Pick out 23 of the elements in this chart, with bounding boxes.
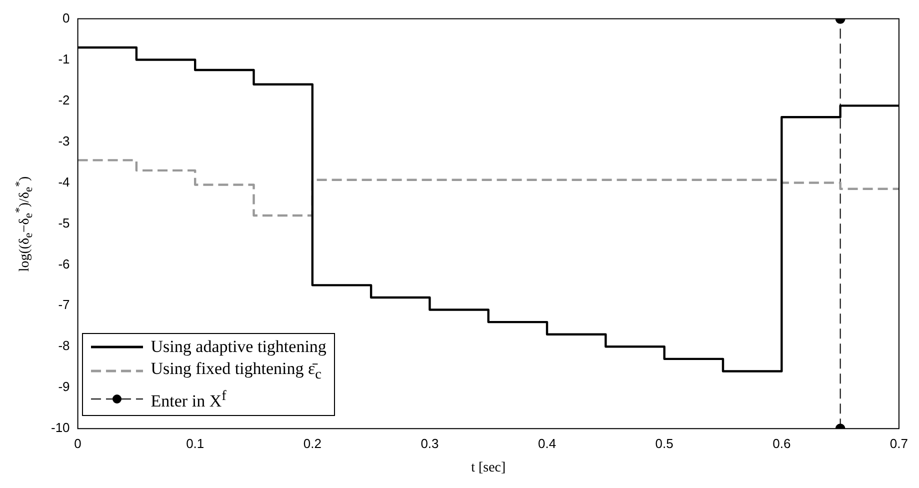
x-axis-title: t [sec]: [471, 460, 506, 476]
x-tick-label: 0.3: [420, 436, 439, 451]
x-tick-label: 0.2: [303, 436, 322, 451]
x-tick-label: 0.7: [890, 436, 908, 451]
x-tick-label: 0.4: [538, 436, 556, 451]
legend-label: Using adaptive tightening: [150, 336, 326, 358]
y-tick-label: -8: [58, 338, 70, 354]
y-tick-label: -5: [58, 215, 70, 230]
x-tick-label: 0.6: [772, 436, 791, 451]
y-tick-label: 0: [62, 10, 70, 26]
y-tick-label: -2: [58, 92, 70, 108]
y-tick-label: -6: [58, 256, 70, 272]
y-tick-label: -3: [58, 133, 70, 148]
y-tick-label: -1: [58, 51, 70, 66]
x-tick-label: 0.5: [655, 436, 674, 451]
legend-label: Using fixed tightening ε̄$_{c}$: [150, 358, 322, 384]
y-tick-label: -10: [50, 420, 70, 436]
x-tick-label: 0.1: [186, 436, 204, 451]
legend-label: Enter in X$^{f}$: [150, 386, 226, 413]
x-tick-label: 0: [74, 436, 82, 451]
y-tick-label: -9: [58, 379, 70, 394]
y-tick-label: -7: [58, 297, 70, 312]
y-tick-label: -4: [58, 174, 70, 190]
